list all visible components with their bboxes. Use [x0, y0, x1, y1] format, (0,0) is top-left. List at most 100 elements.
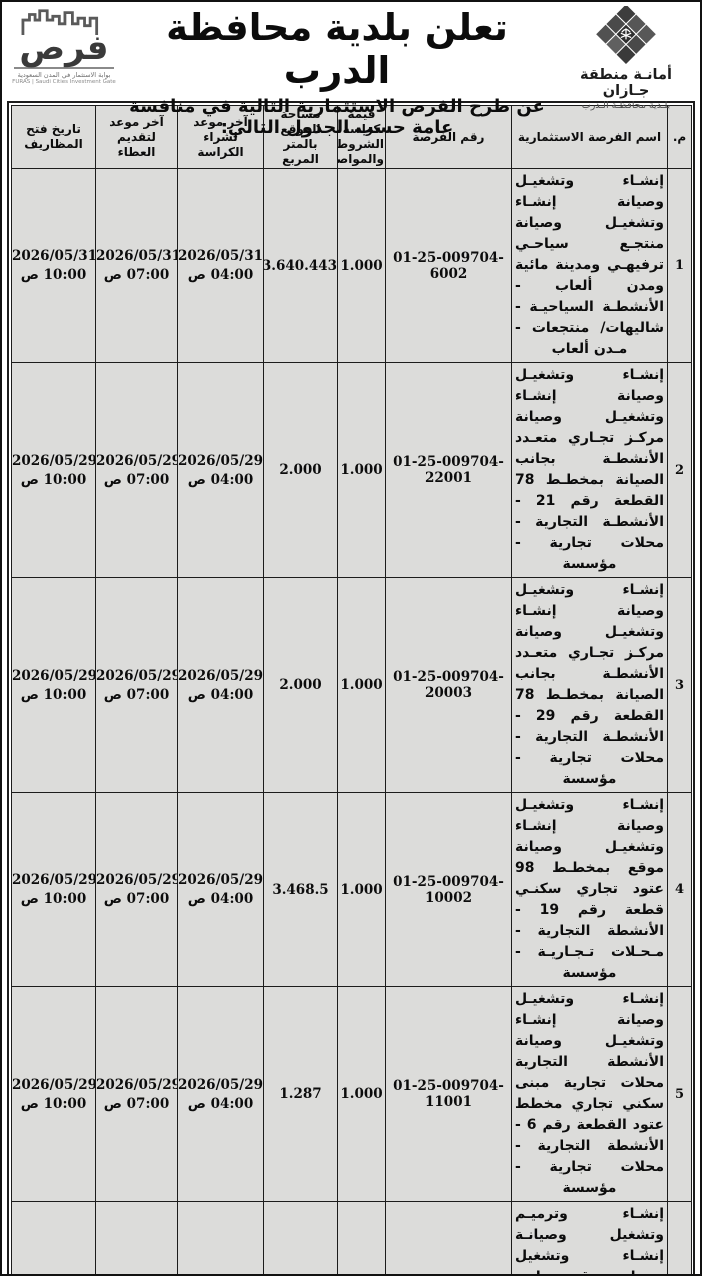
opportunity-name: إنشـاء وتشغيـل وصيانة إنشـاء وتشغيـل وصي… [511, 168, 668, 363]
row-number: 1 [667, 168, 692, 363]
col-buy-deadline: آخر موعد لشراء الكراسة [177, 105, 264, 169]
opportunity-number: 01-25-009704-20003 [385, 577, 512, 793]
opportunity-number: 01-25-009704-22001 [385, 362, 512, 578]
table-row: 1 إنشـاء وتشغيـل وصيانة إنشـاء وتشغيـل و… [11, 168, 692, 363]
table-header-row: م. اسم الفرصة الاستثمارية رقم الفرصة قيم… [11, 105, 692, 169]
site-area: 1.287 [263, 986, 338, 1202]
envelope-open-date: 2026/05/29 10:00 ص [11, 577, 96, 793]
date: 2026/05/29 [96, 667, 178, 684]
time: 04:00 ص [187, 471, 254, 488]
bid-deadline: 2026/05/29 07:00 ص [95, 362, 178, 578]
date: 2026/05/29 [96, 452, 178, 469]
buy-deadline: 2026/05/29 04:00 ص [177, 1201, 264, 1274]
booklet-value: 1.000 [337, 577, 386, 793]
date: 2026/05/31 [12, 248, 96, 264]
date: 2026/05/29 [178, 667, 264, 684]
time: 07:00 ص [103, 891, 170, 907]
opportunities-table: م. اسم الفرصة الاستثمارية رقم الفرصة قيم… [11, 105, 692, 1274]
table-row: 5 إنشـاء وتشغيـل وصيانة إنشـاء وتشغيـل و… [11, 986, 692, 1202]
buy-deadline: 2026/05/29 04:00 ص [177, 362, 264, 578]
envelope-open-date: 2026/05/29 10:00 ص [11, 986, 96, 1202]
col-opportunity-name: اسم الفرصة الاستثمارية [511, 105, 668, 169]
booklet-value: 1.000 [337, 168, 386, 363]
envelope-open-date: 2026/05/31 10:00 ص [11, 168, 96, 363]
date: 2026/05/29 [12, 1076, 96, 1093]
opportunity-number: 01-25-009704-5001 [385, 1201, 512, 1274]
buy-deadline: 2026/05/29 04:00 ص [177, 986, 264, 1202]
site-area: 2.000 [263, 577, 338, 793]
date: 2026/05/31 [178, 248, 264, 264]
row-number: 4 [667, 792, 692, 987]
buy-deadline: 2026/05/29 04:00 ص [177, 792, 264, 987]
opportunity-name: إنشـاء وتشغيـل وصيانة إنشـاء وتشغيـل وصي… [511, 362, 668, 578]
col-site-area: مساحة الموقع بالمتر المربع [263, 105, 338, 169]
bid-deadline: 2026/05/31 07:00 ص [95, 168, 178, 363]
page-subtitle: عن طرح الفرص الاستثمارية التالية في مناف… [129, 96, 545, 139]
opportunity-number: 01-25-009704-6002 [385, 168, 512, 363]
furas-tagline-ar: بوابة الاستثمار في المدن السعودية [17, 70, 111, 79]
booklet-value: 1.000 [337, 792, 386, 987]
furas-wordmark: فرص [19, 28, 109, 68]
time: 10:00 ص [20, 471, 87, 488]
date: 2026/05/29 [12, 667, 96, 684]
bid-deadline: 2026/05/29 07:00 ص [95, 1201, 178, 1274]
opportunity-number: 01-25-009704-11001 [385, 986, 512, 1202]
row-number: 5 [667, 986, 692, 1202]
time: 10:00 ص [20, 267, 87, 283]
furas-divider [14, 66, 114, 69]
furas-logo: فرص بوابة الاستثمار في المدن السعودية FU… [6, 5, 118, 85]
booklet-value: 1.000 [337, 362, 386, 578]
time: 07:00 ص [103, 1095, 170, 1112]
page-title: تعلن بلدية محافظة الدرب [166, 6, 509, 92]
date: 2026/05/31 [96, 248, 178, 264]
row-number: 6 [667, 1201, 692, 1274]
time: 10:00 ص [20, 686, 87, 703]
time: 07:00 ص [103, 267, 170, 283]
date: 2026/05/29 [178, 872, 264, 888]
envelope-open-date: 2026/05/29 10:00 ص [11, 792, 96, 987]
opportunity-name: إنشـاء وترميـم وتشغيل وصيانـة إنشـاء وتش… [511, 1201, 668, 1274]
site-area: 3.468.5 [263, 792, 338, 987]
booklet-value: 1.000 [337, 986, 386, 1202]
envelope-open-date: 2026/05/29 10:00 ص [11, 362, 96, 578]
opportunities-table-frame: م. اسم الفرصة الاستثمارية رقم الفرصة قيم… [7, 101, 695, 1274]
bid-deadline: 2026/05/29 07:00 ص [95, 986, 178, 1202]
time: 04:00 ص [187, 891, 254, 907]
time: 07:00 ص [103, 686, 170, 703]
date: 2026/05/29 [96, 872, 178, 888]
date: 2026/05/29 [12, 452, 96, 469]
date: 2026/05/29 [178, 1076, 264, 1093]
col-booklet-value: قيمة كراسة الشروط والمواصفات [337, 105, 386, 169]
table-row: 4 إنشـاء وتشغيـل وصيانة إنشـاء وتشغيـل و… [11, 792, 692, 987]
time: 10:00 ص [20, 1095, 87, 1112]
date: 2026/05/29 [96, 1076, 178, 1093]
ad-header: فرص بوابة الاستثمار في المدن السعودية FU… [2, 2, 700, 138]
envelope-open-date: 2026/05/29 10:00 ص [11, 1201, 96, 1274]
table-row: 2 إنشـاء وتشغيـل وصيانة إنشـاء وتشغيـل و… [11, 362, 692, 578]
bid-deadline: 2026/05/29 07:00 ص [95, 792, 178, 987]
city-skyline-icon [16, 9, 112, 39]
opportunity-name: إنشـاء وتشغيـل وصيانة إنشـاء وتشغيـل وصي… [511, 986, 668, 1202]
site-area: 63.640.443 [263, 168, 338, 363]
buy-deadline: 2026/05/29 04:00 ص [177, 577, 264, 793]
table-row: 3 إنشـاء وتشغيـل وصيانة إنشـاء وتشغيـل و… [11, 577, 692, 793]
bid-deadline: 2026/05/29 07:00 ص [95, 577, 178, 793]
col-open-date: تاريخ فتح المظاريف [11, 105, 96, 169]
col-no: م. [667, 105, 692, 169]
row-number: 2 [667, 362, 692, 578]
furas-tagline-en: FURAS | Saudi Cities Investment Gate [12, 78, 116, 85]
table-row: 6 إنشـاء وترميـم وتشغيل وصيانـة إنشـاء و… [11, 1201, 692, 1274]
time: 07:00 ص [103, 471, 170, 488]
col-opportunity-number: رقم الفرصة [385, 105, 512, 169]
amana-org-name: أمانـة منطقة جـازان [580, 67, 672, 99]
row-number: 3 [667, 577, 692, 793]
title-block: تعلن بلدية محافظة الدرب عن طرح الفرص الا… [118, 5, 556, 138]
opportunity-number: 01-25-009704-10002 [385, 792, 512, 987]
site-area: 2.000 [263, 362, 338, 578]
amana-emblem-icon [584, 4, 668, 68]
time: 04:00 ص [187, 267, 254, 283]
amana-municipality-name: بلـدية محافظـة الـدرب [581, 99, 671, 111]
date: 2026/05/29 [12, 872, 96, 888]
time: 04:00 ص [187, 1095, 254, 1112]
